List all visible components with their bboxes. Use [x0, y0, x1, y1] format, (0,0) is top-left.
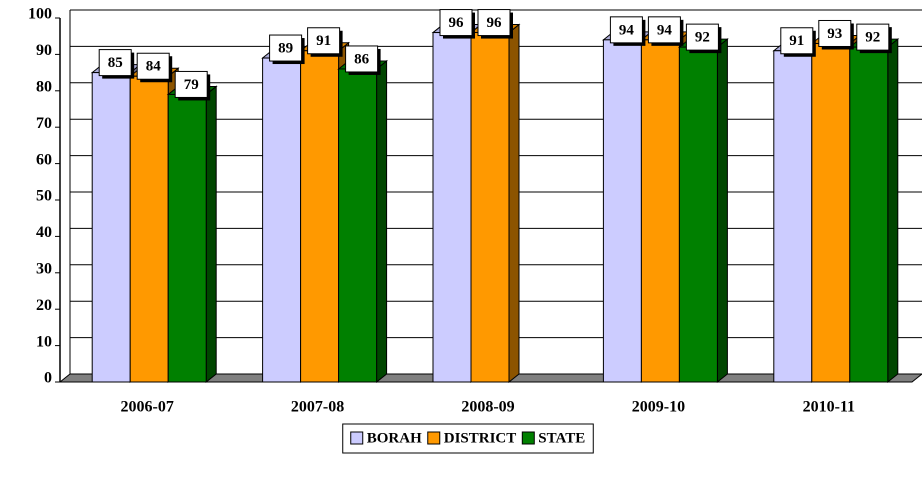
label-box	[477, 9, 511, 37]
legend-box	[342, 423, 594, 454]
data-label: 96	[449, 15, 465, 31]
bar	[338, 68, 378, 383]
bar	[300, 50, 340, 383]
bar	[91, 72, 131, 383]
label-box	[780, 27, 814, 55]
label-box	[174, 70, 208, 98]
data-label: 92	[695, 30, 710, 46]
bar-side	[376, 59, 388, 384]
label-box	[269, 34, 303, 62]
label-box	[818, 19, 852, 47]
x-tick-label: 2010-11	[803, 399, 855, 416]
label-box	[439, 9, 473, 37]
data-label: 91	[789, 33, 804, 49]
label-box	[345, 45, 379, 73]
bar	[640, 39, 680, 383]
bar-side	[508, 23, 520, 384]
bar	[262, 57, 302, 383]
y-tick-label: 40	[36, 224, 52, 241]
x-tick-label: 2007-08	[291, 399, 344, 416]
data-label: 93	[827, 26, 842, 42]
bar-side	[205, 85, 217, 384]
label-box	[647, 16, 681, 44]
bar-group	[337, 59, 389, 384]
legend-swatch	[521, 431, 535, 445]
bar	[432, 32, 472, 383]
x-tick-label: 2008-09	[461, 399, 514, 416]
data-label: 92	[865, 30, 880, 46]
y-tick-label: 10	[36, 333, 52, 350]
bar	[678, 46, 718, 383]
y-tick-label: 60	[36, 151, 52, 168]
label-box	[609, 16, 643, 44]
label-box	[136, 52, 170, 80]
y-tick-label: 20	[36, 297, 52, 314]
x-tick-label: 2009-10	[632, 399, 685, 416]
data-label: 91	[316, 33, 331, 49]
legend-label: BORAH	[367, 430, 422, 446]
data-label: 94	[657, 22, 673, 38]
data-label: 89	[278, 40, 293, 56]
data-label: 85	[108, 55, 123, 71]
data-label: 94	[619, 22, 635, 38]
label-box	[685, 23, 719, 51]
legend-label: STATE	[538, 430, 585, 446]
y-tick-label: 0	[44, 370, 52, 387]
label-box	[856, 23, 890, 51]
bar	[470, 32, 510, 383]
bar-side	[887, 38, 899, 384]
label-box	[98, 49, 132, 77]
bar	[849, 46, 889, 383]
data-label: 79	[184, 77, 199, 93]
bar	[602, 39, 642, 383]
label-box	[307, 27, 341, 55]
legend: BORAH DISTRICT STATE	[342, 423, 594, 454]
y-tick-label: 30	[36, 260, 52, 277]
legend-swatch	[350, 431, 364, 445]
bar-group	[848, 38, 900, 384]
y-tick-label: 70	[36, 115, 52, 132]
bar-group	[166, 85, 218, 384]
data-label: 84	[146, 59, 162, 75]
bar-side	[716, 38, 728, 384]
y-tick-label: 50	[36, 188, 52, 205]
bar-group	[469, 23, 521, 384]
y-tick-label: 90	[36, 42, 52, 59]
legend-label: DISTRICT	[444, 430, 517, 446]
data-label: 86	[354, 51, 370, 67]
bar	[773, 50, 813, 383]
legend-swatch	[427, 431, 441, 445]
bar-group	[677, 38, 729, 384]
x-tick-label: 2006-07	[121, 399, 174, 416]
y-tick-label: 80	[36, 78, 52, 95]
bar	[167, 93, 207, 383]
y-tick-label: 100	[28, 6, 52, 23]
bar	[811, 42, 851, 383]
bar	[129, 75, 169, 383]
data-label: 96	[487, 15, 503, 31]
